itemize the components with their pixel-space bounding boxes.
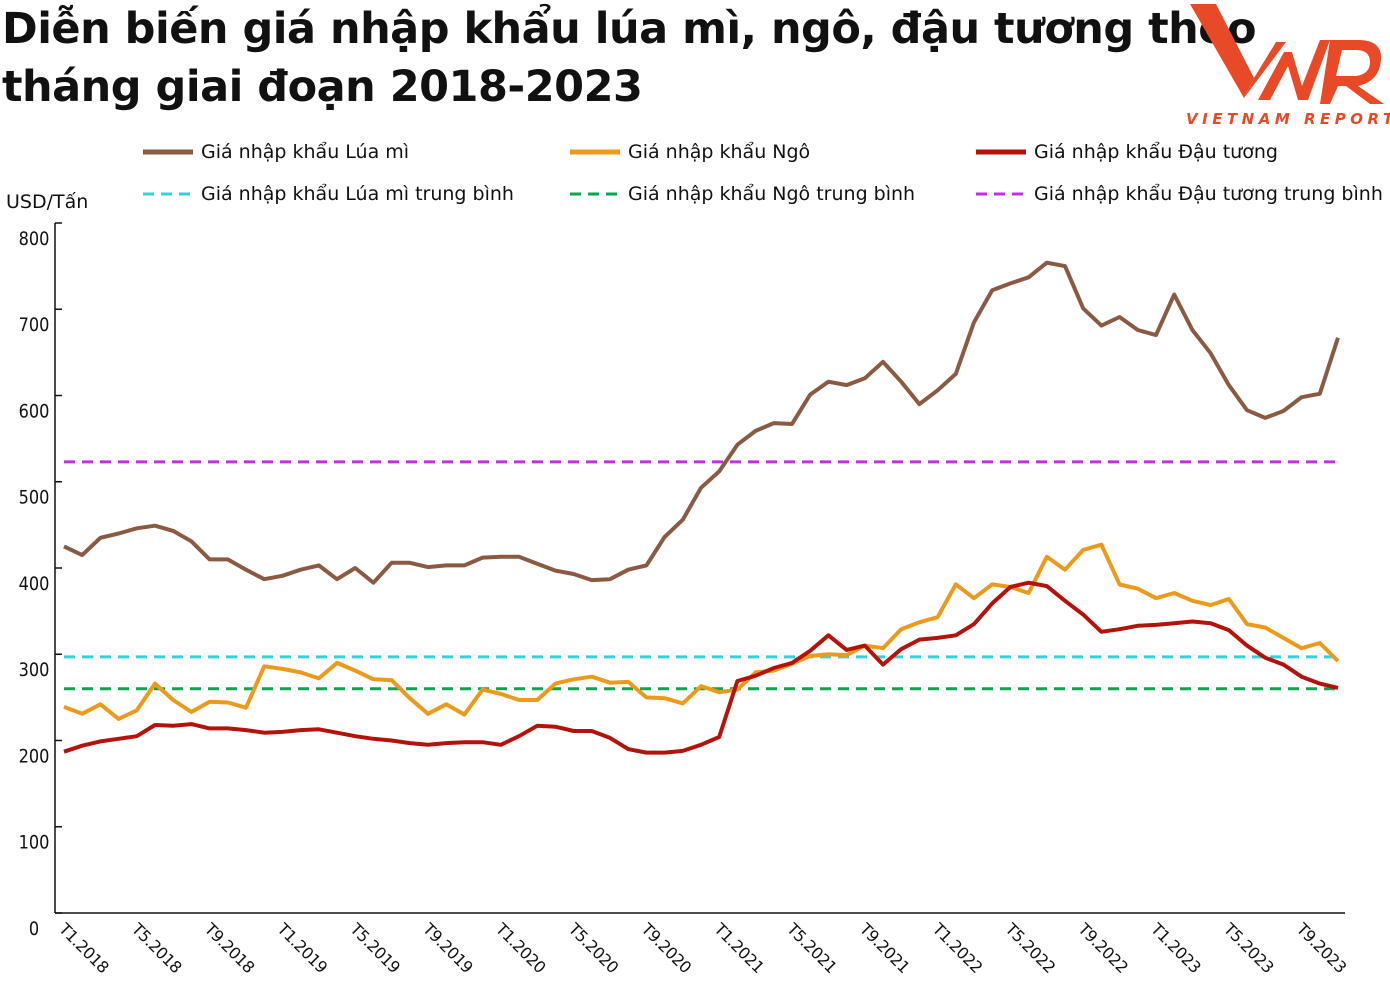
legend-label-soybean-average: Giá nhập khẩu Đậu tương trung bình xyxy=(1034,183,1383,205)
y-tick-label: 300 xyxy=(19,660,50,682)
soybean-line xyxy=(63,580,1339,755)
x-tick-label: T5.2023 xyxy=(1219,919,1277,977)
x-tick-label: T1.2022 xyxy=(928,919,986,977)
wheat-line xyxy=(63,260,1340,585)
x-tick-label: T5.2020 xyxy=(564,919,622,977)
y-tick-label: 700 xyxy=(19,315,50,337)
x-tick-label: T9.2021 xyxy=(855,919,913,977)
chart-title: Diễn biến giá nhập khẩu lúa mì, ngô, đậu… xyxy=(2,4,1257,112)
x-tick-label: T9.2022 xyxy=(1074,919,1132,977)
legend: Giá nhập khẩu Lúa mì Giá nhập khẩu Ngô Giá… xyxy=(143,141,1383,205)
y-tick-label: 500 xyxy=(19,488,50,510)
y-tick-label: 400 xyxy=(19,574,50,596)
y-tick-label: 800 xyxy=(19,229,50,251)
x-tick-label: T1.2021 xyxy=(710,919,768,977)
x-tick-label: T5.2019 xyxy=(346,919,404,977)
series-lines xyxy=(63,260,1340,755)
corn-line xyxy=(63,542,1340,721)
vnr-logo: VIETNAM REPORT xyxy=(1186,4,1390,128)
y-axis-label: USD/Tấn xyxy=(6,191,88,213)
legend-label-corn-average: Giá nhập khẩu Ngô trung bình xyxy=(628,183,915,205)
legend-label-soybean: Giá nhập khẩu Đậu tương xyxy=(1034,141,1278,163)
x-tick-label: T1.2023 xyxy=(1146,919,1204,977)
y-tick-label: 0 xyxy=(29,919,39,941)
legend-label-wheat-average: Giá nhập khẩu Lúa mì trung bình xyxy=(201,183,514,205)
x-tick-label: T1.2019 xyxy=(273,919,331,977)
y-tick-label: 200 xyxy=(19,746,50,768)
legend-label-wheat: Giá nhập khẩu Lúa mì xyxy=(201,141,409,163)
y-tick-label: 100 xyxy=(19,833,50,855)
x-tick-label: T5.2021 xyxy=(782,919,840,977)
x-tick-label: T9.2019 xyxy=(418,919,476,977)
logo-text: VIETNAM REPORT xyxy=(1186,110,1390,128)
x-tick-label: T9.2020 xyxy=(637,919,695,977)
y-tick-label: 600 xyxy=(19,401,50,423)
legend-label-corn: Giá nhập khẩu Ngô xyxy=(628,141,810,163)
x-tick-label: T1.2020 xyxy=(491,919,549,977)
x-tick-label: T5.2022 xyxy=(1001,919,1059,977)
x-tick-label: T5.2018 xyxy=(127,919,185,977)
x-tick-label: T9.2023 xyxy=(1292,919,1350,977)
axes: 0 100 200 300 400 500 600 700 800 T1.2018 T5.2018 T… xyxy=(19,222,1350,977)
x-tick-label: T1.2018 xyxy=(54,919,112,977)
x-tick-label: T9.2018 xyxy=(200,919,258,977)
